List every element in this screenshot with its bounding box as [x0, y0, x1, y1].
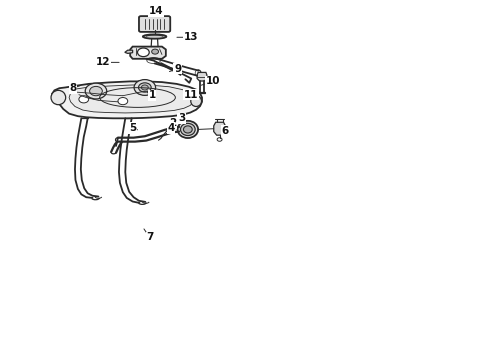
- Text: 14: 14: [149, 6, 163, 17]
- Text: 11: 11: [184, 90, 198, 100]
- Circle shape: [138, 48, 149, 57]
- Circle shape: [134, 80, 156, 95]
- FancyBboxPatch shape: [139, 16, 170, 32]
- Ellipse shape: [143, 35, 166, 39]
- Polygon shape: [197, 72, 207, 81]
- Text: 10: 10: [206, 76, 220, 86]
- Ellipse shape: [191, 96, 201, 107]
- Circle shape: [139, 83, 151, 92]
- Polygon shape: [69, 85, 194, 113]
- Polygon shape: [125, 50, 133, 53]
- Circle shape: [118, 98, 128, 105]
- Polygon shape: [130, 46, 166, 59]
- Polygon shape: [52, 81, 202, 118]
- Circle shape: [90, 86, 102, 96]
- Text: 6: 6: [222, 126, 229, 135]
- Text: 8: 8: [70, 83, 76, 93]
- Ellipse shape: [180, 123, 195, 135]
- Text: 9: 9: [174, 64, 181, 74]
- Ellipse shape: [51, 90, 66, 105]
- Text: 2: 2: [169, 118, 176, 128]
- Text: 5: 5: [129, 123, 136, 133]
- Circle shape: [142, 85, 148, 90]
- Text: 3: 3: [178, 113, 185, 123]
- Text: 1: 1: [148, 90, 156, 100]
- Text: 4: 4: [167, 123, 174, 133]
- Polygon shape: [214, 122, 225, 135]
- Text: 12: 12: [96, 57, 111, 67]
- Circle shape: [79, 96, 89, 103]
- Text: 13: 13: [184, 32, 198, 42]
- Ellipse shape: [177, 121, 198, 138]
- Text: 7: 7: [146, 232, 153, 242]
- Circle shape: [152, 49, 159, 54]
- Ellipse shape: [183, 126, 192, 133]
- Circle shape: [85, 83, 107, 99]
- Circle shape: [217, 138, 222, 141]
